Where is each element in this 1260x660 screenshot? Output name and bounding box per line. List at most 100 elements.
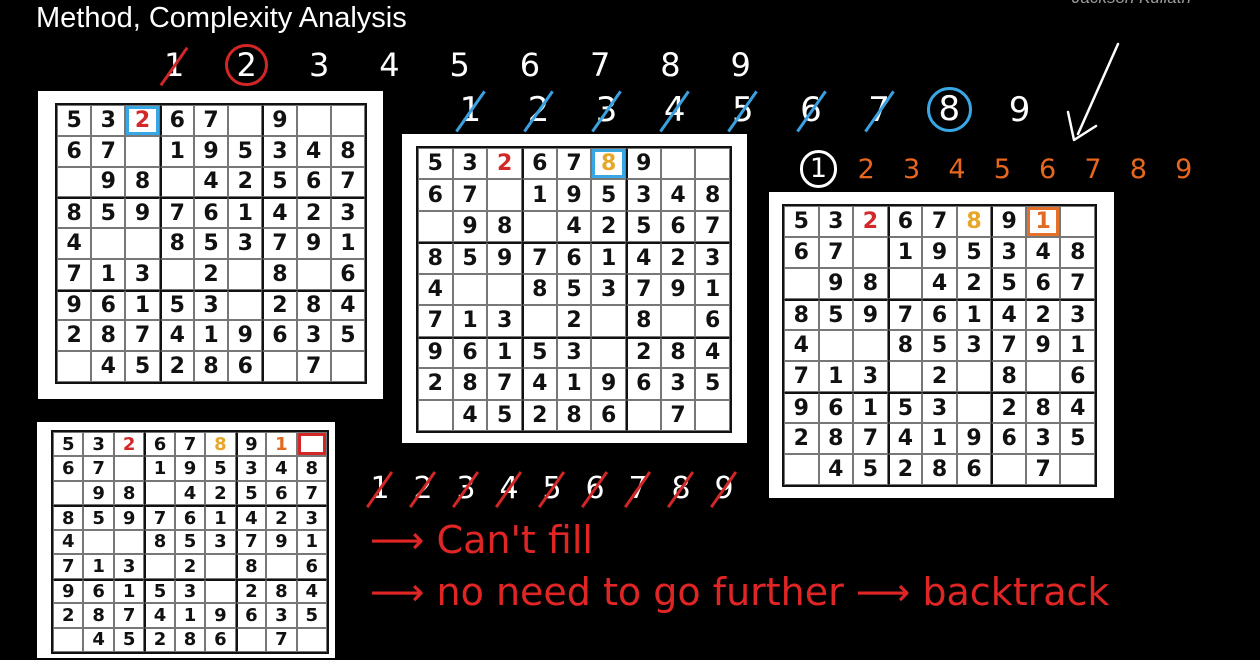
- sudoku-cell: 5: [626, 210, 661, 243]
- sudoku-cell: 3: [487, 305, 522, 337]
- sudoku-cell: [591, 305, 626, 337]
- sudoku-cell: 2: [522, 399, 557, 431]
- sudoku-cell: 4: [660, 179, 696, 211]
- sudoku-cell: 3: [818, 206, 854, 237]
- sudoku-cell: 5: [991, 268, 1026, 299]
- candidate-digit: 9: [730, 46, 751, 84]
- sudoku-cell: [522, 305, 557, 337]
- sudoku-cell: 2: [660, 242, 696, 274]
- sudoku-cell: 4: [144, 603, 175, 628]
- sudoku-cell: 6: [228, 351, 263, 382]
- sudoku-cell: 7: [1025, 454, 1061, 485]
- sudoku-cell: 9: [113, 505, 145, 530]
- sudoku-cell: 7: [296, 480, 327, 506]
- sudoku-cell: [159, 258, 194, 290]
- sudoku-cell: 3: [262, 135, 297, 167]
- sudoku-cell: 9: [626, 148, 661, 180]
- sudoku-cell: [418, 399, 453, 431]
- sudoku-cell: 5: [193, 228, 229, 259]
- candidate-digit: 9: [1175, 153, 1193, 185]
- sudoku-cell: 7: [57, 258, 92, 290]
- sudoku-cell: 3: [330, 197, 365, 229]
- sudoku-cell: 1: [266, 432, 297, 457]
- candidate-digit: 4: [654, 90, 695, 132]
- sudoku-cell: 6: [922, 299, 957, 330]
- sudoku-cell: 4: [83, 627, 114, 652]
- sudoku-cell: 2: [991, 392, 1026, 423]
- sudoku-cell: [228, 258, 263, 290]
- sudoku-cell: 9: [853, 299, 888, 330]
- sudoku-cell: 5: [262, 166, 297, 198]
- candidate-digit: 1: [362, 471, 398, 509]
- sudoku-cell: [205, 554, 236, 579]
- note-backtrack: ⟶ no need to go further ⟶ backtrack: [370, 570, 1110, 614]
- sudoku-cell: 3: [174, 578, 206, 604]
- sudoku-cell: [53, 627, 84, 652]
- sudoku-cell: 9: [91, 166, 126, 198]
- sudoku-cell: 2: [956, 268, 992, 299]
- sudoku-cell: 9: [262, 105, 297, 136]
- note-cant-fill: ⟶ Can't fill: [370, 518, 593, 562]
- sudoku-cell: 6: [784, 237, 819, 268]
- candidate-digit: 6: [577, 471, 613, 509]
- sudoku-cell: 9: [53, 578, 84, 604]
- sudoku-cell: 1: [556, 368, 592, 400]
- sudoku-cell: 2: [922, 361, 957, 392]
- sudoku-cell: 4: [159, 320, 194, 352]
- sudoku-cell: [144, 554, 175, 579]
- sudoku-cell: 5: [113, 627, 145, 652]
- sudoku-cell: 4: [818, 454, 854, 485]
- sudoku-cell: [660, 305, 696, 337]
- sudoku-cell: [228, 289, 263, 321]
- sudoku-cell: 4: [784, 330, 819, 361]
- candidate-digit: 6: [1039, 153, 1057, 185]
- sudoku-cell: 4: [922, 268, 957, 299]
- sudoku-cell: 5: [125, 351, 160, 382]
- sudoku-cell: 6: [887, 206, 923, 237]
- sudoku-cell: [784, 268, 819, 299]
- sudoku-cell: [144, 480, 175, 506]
- sudoku-cell: 8: [159, 228, 194, 259]
- sudoku-cell: 3: [83, 432, 114, 457]
- sudoku-cell: 5: [91, 197, 126, 229]
- sudoku-cell: 3: [591, 273, 626, 306]
- sudoku-cell: 5: [956, 237, 992, 268]
- sudoku-cell: 3: [266, 603, 297, 628]
- sudoku-cell: 8: [144, 529, 175, 555]
- sudoku-cell: 7: [266, 627, 297, 652]
- current-cell: 8: [591, 148, 626, 180]
- sudoku-cell: 6: [591, 399, 626, 431]
- candidate-digit: 4: [379, 46, 400, 84]
- sudoku-cell: [591, 336, 626, 369]
- sudoku-cell: 9: [487, 242, 522, 274]
- sudoku-cell: 8: [922, 454, 957, 485]
- sudoku-cell: 8: [784, 299, 819, 330]
- sudoku-cell: [695, 148, 730, 180]
- sudoku-cell: 6: [91, 289, 126, 321]
- sudoku-cell: 4: [887, 423, 923, 454]
- sudoku-cell: [853, 237, 888, 268]
- sudoku-cell: 9: [1025, 330, 1061, 361]
- sudoku-cell: 7: [991, 330, 1026, 361]
- sudoku-cell: 8: [853, 268, 888, 299]
- sudoku-cell: 9: [193, 135, 229, 167]
- sudoku-cell: 3: [626, 179, 661, 211]
- candidate-digit: 5: [722, 90, 763, 132]
- sudoku-cell: [887, 268, 923, 299]
- sudoku-cell: 2: [205, 480, 236, 506]
- sudoku-cell: 2: [591, 210, 626, 243]
- sudoku-cell: 8: [125, 166, 160, 198]
- sudoku-cell: 9: [660, 273, 696, 306]
- sudoku-cell: 4: [53, 529, 84, 555]
- sudoku-cell: 3: [922, 392, 957, 423]
- sudoku-cell: 8: [83, 603, 114, 628]
- sudoku-cell: 4: [174, 480, 206, 506]
- sudoku-cell: 7: [853, 423, 888, 454]
- sudoku-cell: 2: [418, 368, 453, 400]
- sudoku-cell: [626, 399, 661, 431]
